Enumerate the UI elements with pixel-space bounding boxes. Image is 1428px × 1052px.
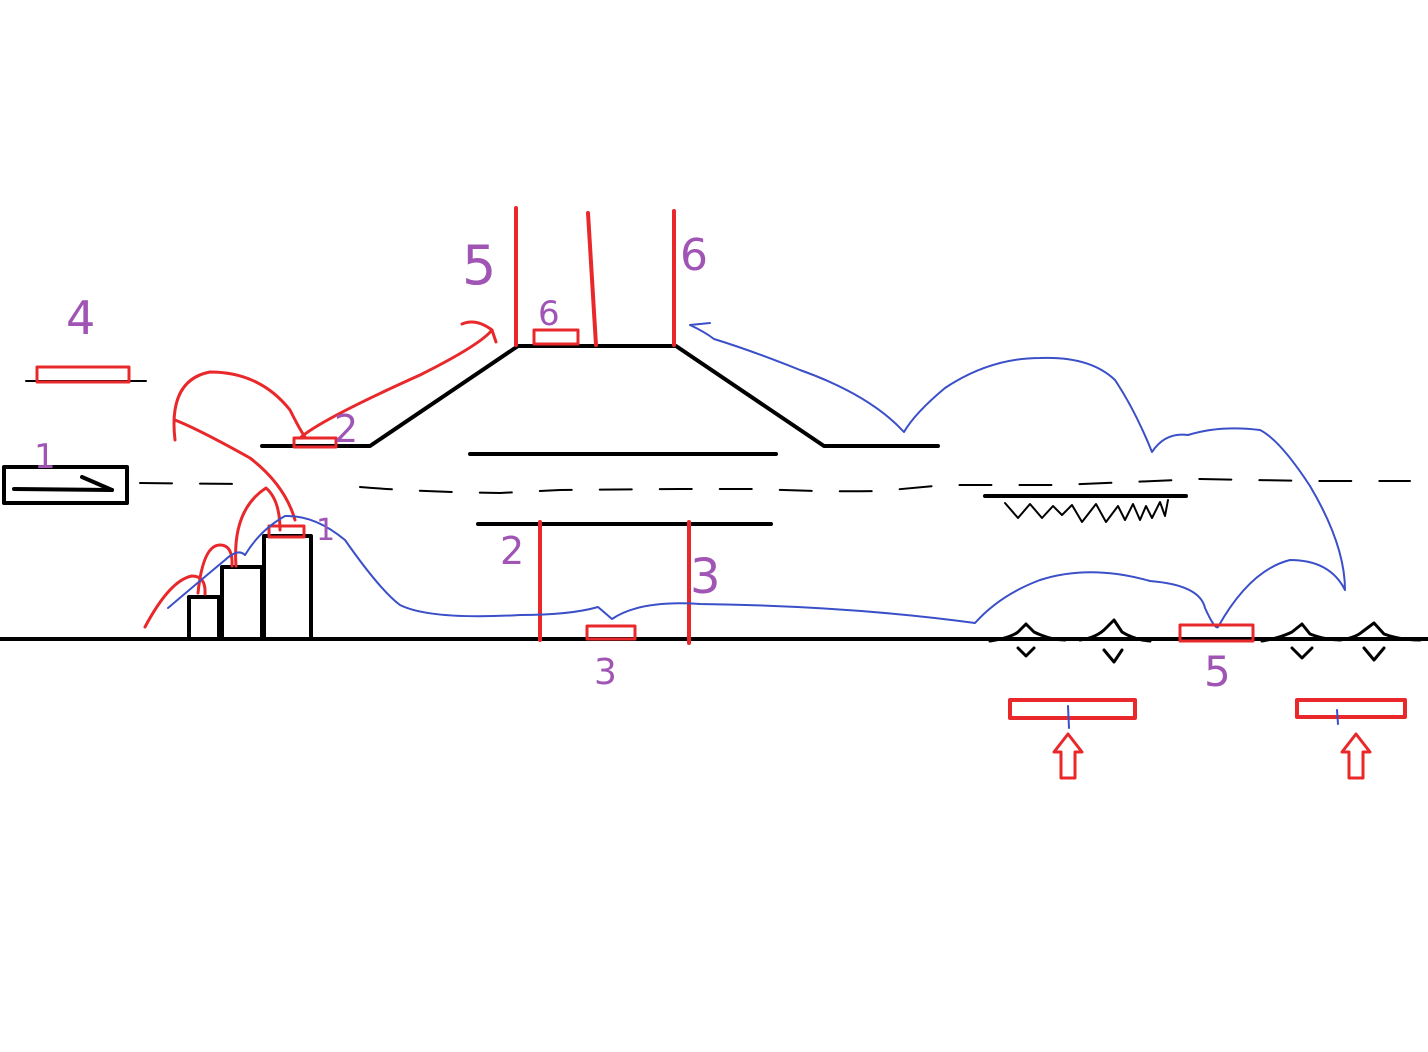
under-bar-right-tick [1336, 709, 1339, 725]
under-bar-left [1008, 698, 1137, 720]
label-top-marker: 6 [538, 294, 560, 334]
buildings [187, 534, 313, 641]
label-pole-left: 5 [462, 234, 496, 297]
diamond-spike-icon [988, 618, 1422, 664]
label-pole-right: 6 [680, 230, 708, 281]
building-marker [267, 524, 306, 539]
label-box-left: 1 [34, 437, 56, 477]
label-ground-right-marker: 5 [1204, 647, 1231, 696]
red-arcs-buildings [143, 370, 307, 629]
ground-right-marker [1178, 623, 1255, 643]
blue-path [167, 322, 1346, 629]
label-platform-top-left: 4 [66, 291, 95, 345]
under-bar-right [1295, 698, 1407, 719]
right-arrow-icon [12, 475, 114, 492]
label-support-right: 3 [690, 549, 721, 605]
red-arc-ledge-to-top [298, 320, 498, 440]
label-support-left: 2 [500, 529, 524, 573]
label-ground-marker: 3 [594, 652, 617, 693]
under-bar-left-tick [1067, 705, 1070, 729]
label-building-marker: 1 [316, 513, 335, 548]
spiky-element [983, 494, 1188, 523]
dashed-center-line [139, 478, 1411, 494]
pole-middle [586, 211, 598, 347]
up-arrow-icon [1052, 732, 1084, 780]
arrow-box [2, 465, 129, 505]
up-arrow-icon [1340, 732, 1372, 780]
left-platform-marker [35, 365, 131, 384]
label-ledge-marker: 2 [334, 407, 358, 451]
ledge-marker [292, 436, 338, 449]
main-structure-outline [260, 344, 940, 448]
ground-marker [585, 624, 637, 641]
top-marker [532, 328, 580, 346]
